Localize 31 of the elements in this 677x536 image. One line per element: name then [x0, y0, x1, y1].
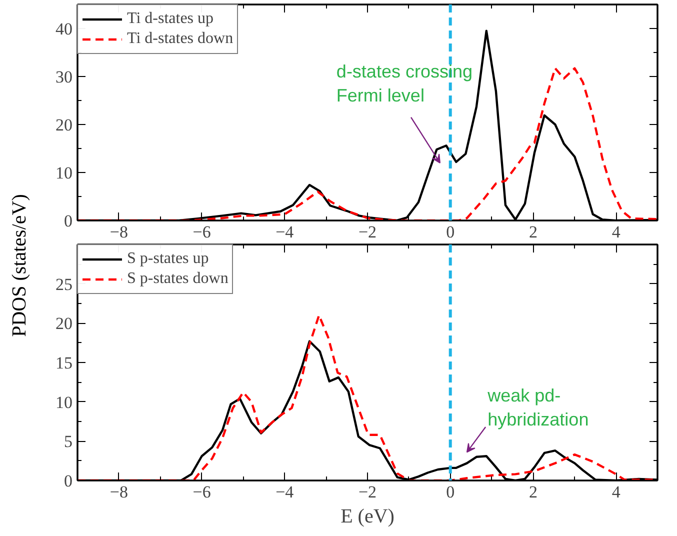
x-tick-label: −8: [110, 482, 128, 502]
annotation: d-states crossing Fermi level: [336, 61, 472, 106]
legend-label: Ti d-states down: [127, 30, 234, 48]
annotation: weak pd- hybridization: [486, 385, 589, 430]
x-axis-title: E (eV): [340, 506, 394, 528]
x-tick-label: −2: [358, 482, 377, 502]
x-tick-label: −2: [358, 222, 377, 242]
y-tick-label: 15: [56, 354, 72, 372]
legend-label: S p-states down: [127, 270, 228, 288]
x-tick-label: −6: [192, 482, 211, 502]
y-tick-label: 5: [64, 432, 72, 452]
x-tick-label: −4: [276, 482, 294, 502]
y-tick-label: 40: [56, 20, 72, 38]
x-tick-label: 2: [528, 482, 538, 502]
legend-label: S p-states up: [127, 250, 209, 268]
y-tick-label: 10: [56, 392, 72, 412]
x-tick-label: −8: [110, 222, 128, 242]
x-tick-label: 4: [612, 222, 621, 242]
x-tick-label: −4: [276, 222, 294, 242]
y-tick-label: 25: [56, 274, 72, 294]
x-tick-label: 4: [612, 482, 621, 502]
y-tick-label: 10: [56, 164, 72, 182]
x-tick-label: 0: [446, 222, 455, 242]
y-tick-label: 20: [56, 314, 72, 334]
x-tick-label: −6: [192, 222, 211, 242]
x-tick-label: 2: [528, 222, 538, 242]
legend-label: Ti d-states up: [127, 10, 214, 28]
x-tick-label: 0: [446, 482, 455, 502]
y-axis-title: PDOS (states/eV): [8, 194, 31, 337]
y-tick-label: 30: [56, 68, 72, 86]
y-tick-label: 20: [56, 116, 72, 134]
